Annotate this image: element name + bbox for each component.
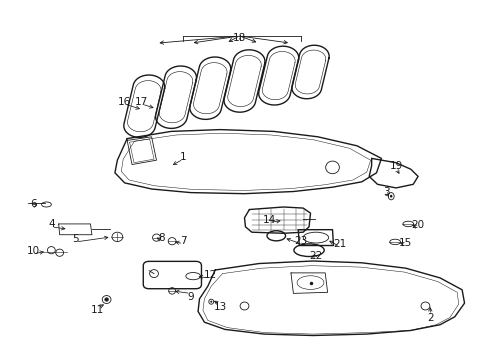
- Text: 18: 18: [232, 33, 246, 43]
- Text: 9: 9: [187, 292, 194, 302]
- Text: 11: 11: [91, 305, 104, 315]
- Text: 10: 10: [27, 246, 40, 256]
- Text: 22: 22: [308, 251, 322, 261]
- Text: 16: 16: [118, 96, 131, 107]
- Text: 20: 20: [411, 220, 424, 230]
- Ellipse shape: [210, 301, 212, 303]
- Text: 14: 14: [262, 215, 275, 225]
- Text: 5: 5: [72, 234, 79, 244]
- Text: 19: 19: [388, 161, 402, 171]
- Text: 13: 13: [213, 302, 226, 312]
- Text: 8: 8: [158, 233, 164, 243]
- Text: 3: 3: [382, 186, 389, 197]
- Ellipse shape: [104, 298, 108, 301]
- Text: 2: 2: [426, 312, 433, 323]
- Text: 4: 4: [48, 219, 55, 229]
- Text: 21: 21: [332, 239, 346, 249]
- Text: 15: 15: [398, 238, 412, 248]
- Text: 7: 7: [180, 236, 186, 246]
- Text: 17: 17: [135, 96, 148, 107]
- Text: 6: 6: [30, 199, 37, 210]
- Text: 23: 23: [293, 236, 307, 246]
- Text: 12: 12: [203, 270, 217, 280]
- Text: 1: 1: [180, 152, 186, 162]
- Ellipse shape: [389, 195, 392, 198]
